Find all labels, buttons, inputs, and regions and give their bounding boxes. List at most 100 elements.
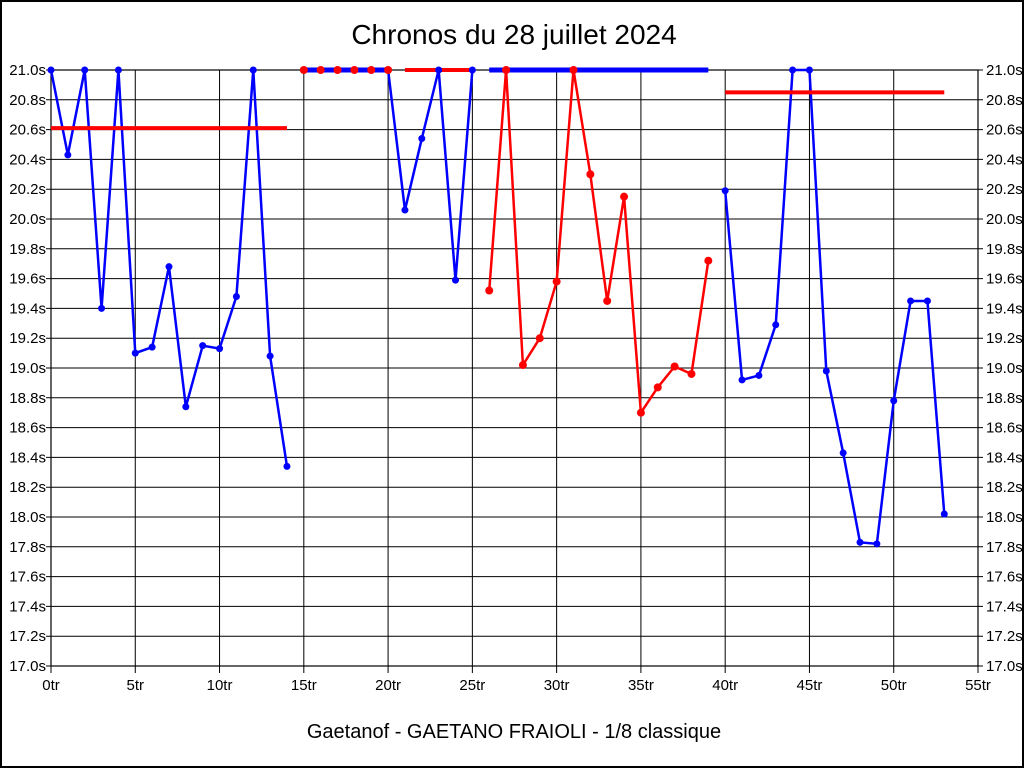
data-point bbox=[249, 66, 257, 74]
y-axis-tick-label-right: 19.4s bbox=[986, 300, 1023, 317]
y-axis-tick-label-right: 20.4s bbox=[986, 151, 1023, 168]
y-axis-tick-label-left: 18.0s bbox=[9, 509, 46, 526]
y-axis-tick-label-left: 19.0s bbox=[9, 360, 46, 377]
y-axis-tick-label-left: 19.4s bbox=[9, 300, 46, 317]
data-point bbox=[755, 371, 763, 379]
y-axis-tick-label-right: 19.8s bbox=[986, 241, 1023, 258]
x-axis-tick-label: 55tr bbox=[965, 677, 991, 694]
y-axis-tick-label-right: 20.6s bbox=[986, 122, 1023, 139]
data-point bbox=[435, 66, 443, 74]
x-axis-tick-label: 20tr bbox=[375, 677, 401, 694]
y-axis-tick-label-right: 18.6s bbox=[986, 420, 1023, 437]
data-point bbox=[789, 66, 797, 74]
y-axis-tick-label-left: 19.8s bbox=[9, 241, 46, 258]
data-point bbox=[283, 462, 291, 470]
y-axis-tick-label-right: 17.4s bbox=[986, 598, 1023, 615]
data-point bbox=[165, 263, 173, 271]
y-axis-tick-label-left: 17.0s bbox=[9, 658, 46, 675]
data-point bbox=[603, 296, 612, 305]
data-point bbox=[47, 66, 55, 74]
y-axis-tick-label-right: 17.0s bbox=[986, 658, 1023, 675]
x-axis-tick-label: 5tr bbox=[127, 677, 145, 694]
data-point bbox=[620, 192, 629, 201]
y-axis-tick-label-left: 20.6s bbox=[9, 122, 46, 139]
data-point bbox=[299, 66, 308, 74]
y-axis-tick-label-right: 18.2s bbox=[986, 479, 1023, 496]
y-axis-tick-label-left: 20.4s bbox=[9, 151, 46, 168]
x-axis-tick-label: 40tr bbox=[712, 677, 738, 694]
y-axis-tick-label-left: 17.6s bbox=[9, 569, 46, 586]
y-axis-tick-label-left: 21.0s bbox=[9, 62, 46, 79]
data-point bbox=[98, 304, 106, 312]
data-point bbox=[738, 376, 746, 384]
lap-time-line bbox=[487, 69, 710, 417]
data-point bbox=[468, 66, 476, 74]
y-axis-tick-label-right: 20.2s bbox=[986, 181, 1023, 198]
y-axis-tick-label-left: 20.0s bbox=[9, 211, 46, 228]
data-point bbox=[182, 403, 190, 411]
data-point bbox=[907, 297, 915, 305]
x-axis-tick-label: 10tr bbox=[207, 677, 233, 694]
y-axis-tick-label-left: 18.4s bbox=[9, 449, 46, 466]
data-point bbox=[232, 292, 240, 300]
data-point bbox=[636, 408, 645, 417]
y-axis-tick-label-left: 17.2s bbox=[9, 628, 46, 645]
y-axis-tick-label-right: 18.4s bbox=[986, 449, 1023, 466]
data-point bbox=[502, 66, 511, 74]
x-axis-tick-label: 15tr bbox=[291, 677, 317, 694]
data-point bbox=[350, 66, 359, 74]
data-point bbox=[586, 170, 595, 179]
data-point bbox=[569, 66, 578, 74]
data-point bbox=[64, 151, 72, 159]
data-point bbox=[670, 362, 679, 371]
y-axis-tick-label-left: 18.8s bbox=[9, 390, 46, 407]
x-axis-tick-label: 45tr bbox=[797, 677, 823, 694]
y-axis-tick-label-left: 17.4s bbox=[9, 598, 46, 615]
data-point bbox=[535, 334, 544, 343]
y-axis-tick-label-left: 18.2s bbox=[9, 479, 46, 496]
y-axis-tick-label-right: 18.8s bbox=[986, 390, 1023, 407]
data-point bbox=[704, 256, 713, 265]
y-axis-tick-label-right: 20.0s bbox=[986, 211, 1023, 228]
data-point bbox=[653, 383, 662, 392]
x-axis-tick-label: 25tr bbox=[459, 677, 485, 694]
y-axis-tick-label-right: 17.2s bbox=[986, 628, 1023, 645]
y-axis-tick-label-right: 17.6s bbox=[986, 569, 1023, 586]
x-axis-tick-label: 35tr bbox=[628, 677, 654, 694]
x-axis-tick-label: 50tr bbox=[881, 677, 907, 694]
y-axis-tick-label-right: 19.0s bbox=[986, 360, 1023, 377]
y-axis-tick-label-right: 21.0s bbox=[986, 62, 1023, 79]
data-point bbox=[384, 66, 393, 74]
y-axis-tick-label-right: 19.2s bbox=[986, 330, 1023, 347]
chart-title: Chronos du 28 juillet 2024 bbox=[351, 19, 677, 50]
y-axis-tick-label-left: 20.8s bbox=[9, 92, 46, 109]
data-point bbox=[333, 66, 342, 74]
data-point bbox=[552, 277, 561, 286]
y-axis-tick-label-left: 20.2s bbox=[9, 181, 46, 198]
data-point bbox=[81, 66, 89, 74]
y-axis-tick-label-left: 18.6s bbox=[9, 420, 46, 437]
data-point bbox=[822, 367, 830, 375]
data-point bbox=[518, 361, 527, 370]
data-point bbox=[721, 187, 729, 195]
lap-time-line bbox=[723, 68, 946, 546]
run-1-blue-laps bbox=[47, 66, 291, 470]
data-point bbox=[687, 369, 696, 378]
data-point bbox=[805, 66, 813, 74]
x-axis-tick-label: 30tr bbox=[544, 677, 570, 694]
data-point bbox=[216, 345, 224, 353]
y-axis-tick-label-right: 18.0s bbox=[986, 509, 1023, 526]
data-point bbox=[856, 538, 864, 546]
data-point bbox=[772, 321, 780, 329]
y-axis-tick-label-left: 19.6s bbox=[9, 271, 46, 288]
axis-labels: 21.0s 21.0s 20.8s 20.8s 20.6s 20.6s 20.4s 20.4s… bbox=[9, 62, 1022, 694]
data-point bbox=[839, 449, 847, 457]
data-point bbox=[923, 297, 931, 305]
data-point bbox=[485, 286, 494, 295]
data-point bbox=[316, 66, 325, 74]
data-point bbox=[890, 397, 898, 405]
x-axis-tick-label: 0tr bbox=[42, 677, 60, 694]
y-axis-tick-label-right: 20.8s bbox=[986, 92, 1023, 109]
